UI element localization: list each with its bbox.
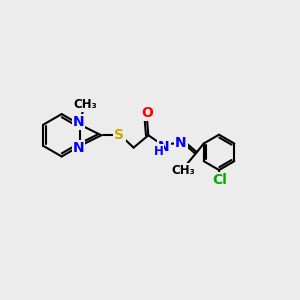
Text: CH₃: CH₃ <box>74 98 97 111</box>
Text: N: N <box>73 141 84 155</box>
Text: N: N <box>175 136 187 150</box>
Text: O: O <box>141 106 153 120</box>
Text: CH₃: CH₃ <box>171 164 195 177</box>
Text: N: N <box>73 115 84 129</box>
Text: N: N <box>158 140 170 154</box>
Text: S: S <box>115 128 124 142</box>
Text: H: H <box>153 145 163 158</box>
Text: Cl: Cl <box>213 173 228 187</box>
